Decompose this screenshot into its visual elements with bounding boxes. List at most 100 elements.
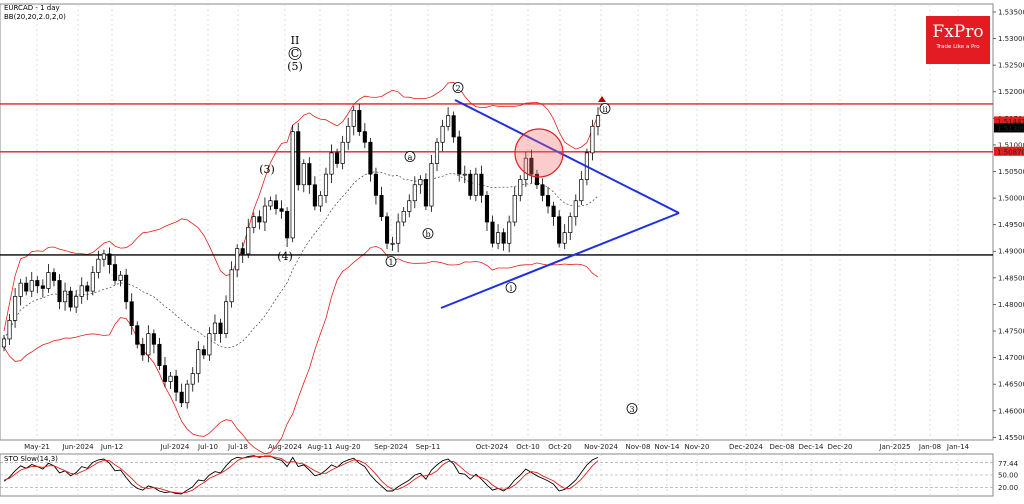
candle bbox=[373, 173, 378, 196]
candle bbox=[457, 136, 462, 175]
x-tick-label: Aug-11 bbox=[307, 443, 332, 451]
candle bbox=[174, 375, 179, 393]
candle bbox=[401, 211, 406, 223]
candle bbox=[507, 221, 512, 244]
stochastic-signal-line bbox=[3, 456, 599, 494]
x-tick-label: Oct-20 bbox=[548, 443, 572, 451]
candle bbox=[318, 195, 323, 207]
price-label-box bbox=[994, 116, 1024, 126]
y-tick-label: 1.53000 bbox=[998, 35, 1024, 43]
candle bbox=[240, 248, 245, 255]
price-label: 1.50870 bbox=[997, 148, 1024, 156]
candle bbox=[107, 253, 112, 265]
price-label: 1.51309 bbox=[997, 125, 1024, 133]
breakout-circle bbox=[514, 128, 564, 178]
candle bbox=[351, 109, 356, 127]
x-tick-label: Sep-2024 bbox=[374, 443, 408, 451]
y-tick-label: 1.52500 bbox=[998, 62, 1024, 70]
x-tick-label: Jun-12 bbox=[100, 443, 123, 451]
bollinger-middle-band bbox=[3, 171, 599, 348]
y-tick-label: 1.48500 bbox=[998, 274, 1024, 282]
candle bbox=[246, 226, 251, 255]
candle bbox=[468, 173, 473, 196]
wave-label-circle bbox=[626, 403, 638, 414]
wave-label-circle bbox=[288, 47, 302, 60]
candle bbox=[162, 365, 168, 382]
wave-label-circle bbox=[404, 151, 416, 162]
candle bbox=[190, 373, 195, 385]
candle bbox=[185, 383, 190, 404]
wave-label: 1 bbox=[388, 258, 393, 267]
candle bbox=[590, 125, 595, 154]
candle bbox=[545, 195, 551, 207]
candle bbox=[368, 141, 373, 175]
wave-label: 3 bbox=[629, 405, 634, 414]
candle bbox=[423, 179, 428, 207]
x-tick-label: Dec-14 bbox=[799, 443, 825, 451]
candle bbox=[273, 200, 279, 210]
price-label-box bbox=[994, 123, 1024, 133]
wave-label-circle bbox=[385, 256, 397, 267]
y-tick-label: 1.52000 bbox=[998, 88, 1024, 96]
candle bbox=[379, 195, 384, 218]
candle bbox=[285, 211, 290, 239]
x-tick-label: Jun-2024 bbox=[61, 443, 94, 451]
x-tick-label: Nov-2024 bbox=[584, 443, 618, 451]
candle bbox=[18, 282, 23, 297]
price-label-box bbox=[994, 146, 1024, 156]
candle bbox=[63, 290, 68, 303]
candle bbox=[512, 195, 517, 223]
candle bbox=[224, 301, 229, 335]
x-tick-label: Nov-08 bbox=[626, 443, 651, 451]
triangle-lower-line bbox=[440, 212, 680, 309]
candle bbox=[396, 221, 401, 244]
y-tick-label: 1.51000 bbox=[998, 141, 1024, 149]
candle bbox=[118, 274, 123, 281]
candle bbox=[473, 173, 478, 196]
candle bbox=[68, 290, 73, 308]
candle bbox=[296, 131, 301, 186]
x-tick-label: Oct-2024 bbox=[476, 443, 509, 451]
fxpro-logo: FxPro Trade Like a Pro bbox=[926, 16, 990, 64]
wave-label-circle bbox=[452, 82, 464, 93]
candle bbox=[329, 152, 334, 175]
candle bbox=[390, 242, 395, 245]
candle bbox=[534, 173, 539, 186]
wave-label-circle bbox=[599, 103, 611, 114]
wave-label: ii bbox=[602, 105, 608, 114]
candle bbox=[595, 115, 601, 127]
x-tick-label: Sep-11 bbox=[416, 443, 441, 451]
candle bbox=[235, 248, 240, 271]
x-tick-label: Aug-2024 bbox=[268, 443, 303, 451]
candle bbox=[85, 285, 90, 292]
candle bbox=[407, 200, 412, 212]
candle bbox=[568, 216, 573, 233]
bollinger-lower-band bbox=[3, 245, 599, 455]
x-tick-label: Nov-20 bbox=[685, 443, 710, 451]
candle bbox=[323, 173, 329, 196]
candle bbox=[168, 375, 173, 382]
candle bbox=[135, 325, 140, 345]
wave-label: 2 bbox=[455, 84, 460, 93]
candle bbox=[13, 296, 18, 321]
x-tick-label: Jan-14 bbox=[946, 443, 970, 451]
y-tick-label: 1.49000 bbox=[998, 248, 1024, 256]
candle bbox=[29, 280, 34, 292]
candle bbox=[384, 216, 390, 244]
wave-label: C bbox=[291, 47, 299, 60]
candle bbox=[484, 195, 490, 223]
candle bbox=[74, 296, 79, 308]
logo-brand: FxPro bbox=[932, 22, 984, 42]
y-tick-label: 1.47500 bbox=[998, 328, 1024, 336]
candle bbox=[529, 157, 534, 175]
y-tick-label: 1.46500 bbox=[998, 381, 1024, 389]
candle bbox=[446, 115, 451, 127]
candle bbox=[451, 115, 456, 138]
candle bbox=[262, 205, 267, 223]
candle bbox=[551, 205, 556, 218]
candle bbox=[201, 349, 206, 356]
candle bbox=[7, 320, 12, 340]
x-tick-label: Aug-20 bbox=[335, 443, 360, 451]
